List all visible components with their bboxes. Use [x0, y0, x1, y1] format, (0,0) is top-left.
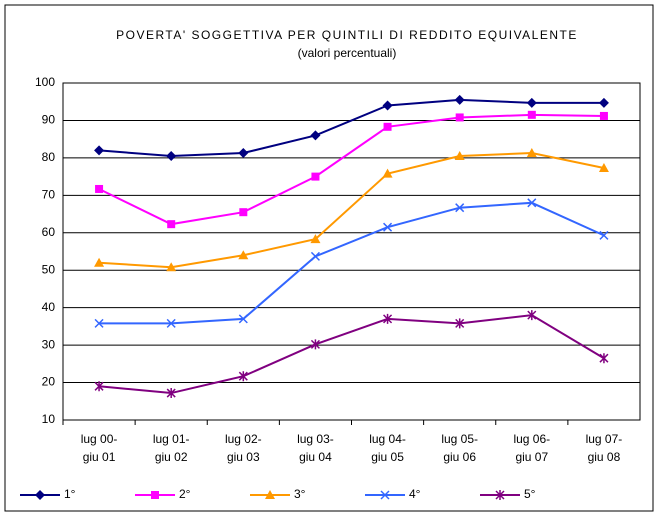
legend-marker	[151, 491, 159, 499]
marker	[454, 94, 465, 105]
y-tick-label: 60	[42, 225, 56, 239]
x-tick-label-line: lug 01-	[153, 432, 190, 446]
marker	[598, 97, 609, 108]
y-tick-label: 100	[35, 75, 55, 89]
marker	[95, 184, 104, 193]
series-line	[98, 98, 604, 158]
marker	[455, 113, 464, 122]
marker	[383, 222, 393, 232]
marker	[238, 148, 249, 159]
marker	[310, 339, 320, 350]
marker	[527, 198, 537, 208]
x-tick-label-line: giu 03	[227, 450, 260, 464]
x-tick-label-line: giu 08	[588, 450, 621, 464]
marker	[455, 318, 465, 329]
marker	[166, 318, 176, 328]
x-tick-label: lug 02- giu 03	[225, 432, 262, 464]
chart-title: POVERTA' SOGGETTIVA PER QUINTILI DI REDD…	[116, 28, 578, 42]
marker	[94, 381, 104, 392]
marker	[311, 172, 320, 181]
marker	[238, 371, 248, 382]
x-tick-label: lug 05- giu 06	[441, 432, 478, 464]
legend-label: 4°	[409, 487, 421, 501]
marker	[166, 151, 177, 162]
series-line	[98, 314, 605, 395]
series-line	[99, 201, 605, 325]
y-tick-label: 10	[42, 412, 56, 426]
x-tick-label-line: lug 00-	[81, 432, 118, 446]
legend-label: 1°	[64, 487, 76, 501]
y-tick-label: 90	[42, 113, 56, 127]
marker	[167, 220, 176, 229]
x-tick-label: lug 03- giu 04	[297, 432, 334, 464]
legend-marker	[265, 490, 275, 499]
y-tick-label: 50	[42, 262, 56, 276]
marker	[239, 208, 248, 217]
x-tick-label-line: giu 07	[515, 450, 548, 464]
x-tick-label-line: giu 06	[443, 450, 476, 464]
y-tick-label: 70	[42, 188, 56, 202]
legend-label: 5°	[524, 487, 536, 501]
x-tick-label: lug 01- giu 02	[153, 432, 190, 464]
x-tick-label-line: lug 06-	[513, 432, 550, 446]
marker	[526, 148, 537, 158]
marker	[455, 203, 465, 213]
x-tick-label-line: lug 03-	[297, 432, 334, 446]
x-tick-label-line: lug 07-	[586, 432, 623, 446]
marker	[454, 151, 465, 161]
marker	[166, 262, 177, 272]
x-tick-label-line: giu 02	[155, 450, 188, 464]
x-tick-label-line: lug 02-	[225, 432, 262, 446]
marker	[527, 110, 536, 119]
series-line	[99, 152, 605, 269]
marker	[310, 234, 321, 244]
marker	[238, 250, 249, 260]
chart-frame	[4, 4, 654, 512]
x-tick-label-line: giu 01	[83, 450, 116, 464]
x-tick-label-line: lug 04-	[369, 432, 406, 446]
x-tick-label-line: giu 04	[299, 450, 332, 464]
y-tick-label: 40	[42, 300, 56, 314]
marker	[382, 168, 393, 178]
legend-label: 3°	[294, 487, 306, 501]
x-tick-label-line: giu 05	[371, 450, 404, 464]
marker	[94, 257, 105, 267]
marker	[599, 353, 609, 364]
marker	[94, 145, 105, 156]
marker	[238, 314, 248, 324]
marker	[527, 310, 537, 321]
legend-marker	[380, 490, 390, 500]
marker	[310, 251, 320, 261]
y-tick-label: 20	[42, 375, 56, 389]
x-tick-label: lug 04- giu 05	[369, 432, 406, 464]
y-tick-label: 80	[42, 150, 56, 164]
marker	[310, 130, 321, 141]
x-tick-label: lug 06- giu 07	[513, 432, 550, 464]
legend-label: 2°	[179, 487, 191, 501]
x-tick-label: lug 00- giu 01	[81, 432, 118, 464]
x-tick-label: lug 07- giu 08	[586, 432, 623, 464]
marker	[599, 111, 608, 120]
marker	[526, 97, 537, 108]
y-tick-label: 30	[42, 337, 56, 351]
marker	[94, 318, 104, 328]
marker	[598, 162, 609, 172]
legend-marker	[495, 490, 505, 500]
legend-marker	[35, 490, 45, 500]
marker	[166, 388, 176, 399]
series-line	[98, 113, 604, 226]
marker	[383, 122, 392, 131]
chart-subtitle: (valori percentuali)	[298, 46, 397, 60]
x-tick-label-line: lug 05-	[441, 432, 478, 446]
marker	[599, 230, 609, 240]
marker	[383, 313, 393, 324]
marker	[382, 100, 393, 111]
